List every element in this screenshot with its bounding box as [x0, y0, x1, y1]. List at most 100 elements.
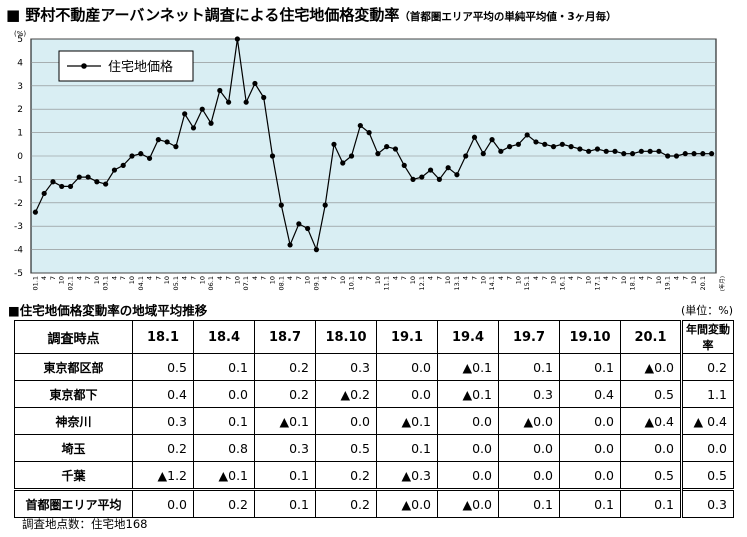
table-unit: (単位：%) [680, 304, 733, 317]
x-tick-label: 10 [233, 276, 241, 284]
x-tick-label: 10 [374, 276, 382, 284]
y-tick-label: -4 [14, 246, 23, 256]
data-point [243, 99, 249, 105]
table-cell: 0.3 [315, 353, 377, 381]
x-tick-label: 09.1 [312, 276, 320, 290]
annual-cell: 0.3 [680, 488, 734, 518]
table-header-row: 調査時点 18.1 18.4 18.7 18.10 19.1 19.4 19.7… [14, 320, 734, 354]
y-tick-label: -5 [14, 269, 23, 279]
table-row: 東京都下 0.4 0.0 0.2 ▲0.2 0.0 ▲0.1 0.3 0.4 0… [14, 380, 734, 408]
data-point [234, 36, 240, 42]
data-point [568, 144, 574, 150]
column-header: 19.7 [498, 320, 560, 354]
y-tick-label: 4 [17, 58, 23, 68]
data-point [665, 153, 671, 159]
data-point [647, 148, 653, 154]
table-cell: 0.1 [559, 353, 621, 381]
x-tick-label: 7 [435, 276, 443, 280]
table-cell: 0.0 [559, 407, 621, 435]
x-tick-label: 12.1 [418, 276, 426, 290]
x-tick-label: 10 [58, 276, 66, 284]
x-tick-label: 06.1 [207, 276, 215, 290]
table-cell: 0.2 [254, 380, 316, 408]
data-point [673, 153, 680, 159]
table-cell: 0.0 [315, 407, 377, 435]
annual-cell: 0.0 [680, 434, 734, 462]
table-cell: 0.0 [437, 407, 499, 435]
x-tick-label: 4 [637, 276, 645, 280]
data-point [507, 144, 513, 150]
data-point [594, 146, 601, 152]
data-point [559, 141, 565, 147]
x-tick-label: 7 [611, 276, 619, 280]
x-tick-label: 15.1 [523, 276, 531, 290]
data-point [313, 247, 320, 253]
table-cell: 0.2 [132, 434, 194, 462]
table-cell: 0.1 [498, 488, 560, 518]
data-point [287, 242, 293, 248]
y-tick-label: -1 [14, 175, 23, 185]
data-point [533, 139, 539, 145]
data-point [199, 106, 205, 112]
data-point [603, 148, 609, 154]
annual-cell: ▲ 0.4 [680, 407, 734, 435]
row-label: 東京都下 [14, 380, 133, 408]
y-tick-label: 0 [17, 152, 23, 162]
column-header: 18.7 [254, 320, 316, 354]
table-cell: 0.1 [193, 353, 255, 381]
table-cell: 0.3 [254, 434, 316, 462]
column-header: 20.1 [620, 320, 682, 354]
data-point [103, 181, 109, 187]
data-point [217, 87, 223, 94]
x-tick-label: 4 [251, 276, 259, 280]
data-point [155, 137, 161, 143]
x-tick-label: 4 [75, 276, 83, 280]
table-cell: 0.0 [498, 461, 560, 490]
x-tick-label: 4 [462, 276, 470, 280]
x-tick-label: 7 [189, 276, 197, 280]
data-point [67, 183, 74, 190]
x-tick-label: 10 [269, 276, 277, 284]
data-point [50, 179, 56, 185]
data-point [76, 174, 82, 180]
data-point [682, 151, 688, 157]
table-cell: 0.1 [254, 461, 316, 490]
table-cell: 0.0 [132, 488, 194, 518]
table-cell: ▲0.0 [498, 407, 560, 435]
data-point [146, 155, 153, 161]
x-tick-label: 7 [49, 276, 57, 280]
footnote: 調査地点数：住宅地168 [22, 517, 148, 531]
x-axis-note: (年月) [718, 276, 726, 291]
data-point [111, 167, 118, 173]
table-cell: 0.0 [376, 380, 438, 408]
row-label: 千葉 [14, 461, 133, 490]
data-point [261, 94, 267, 101]
x-tick-label: 05.1 [172, 276, 180, 290]
row-label: 埼玉 [14, 434, 133, 462]
data-point [577, 146, 583, 152]
data-point [419, 174, 425, 180]
column-header: 18.10 [315, 320, 377, 354]
x-tick-label: 4 [427, 276, 435, 280]
table-cell: 0.0 [498, 434, 560, 462]
y-unit-label: (%) [14, 30, 26, 38]
table-cell: 0.5 [132, 353, 194, 381]
data-point [401, 162, 407, 168]
table-cell: ▲0.1 [376, 407, 438, 435]
data-point [120, 162, 126, 168]
data-point [524, 132, 530, 138]
data-point [278, 202, 284, 208]
x-tick-label: 4 [321, 276, 329, 280]
data-point [629, 151, 636, 157]
table-corner-header: 調査時点 [14, 320, 133, 354]
table-cell: 0.8 [193, 434, 255, 462]
row-label: 首都圏エリア平均 [14, 488, 133, 518]
data-point [656, 148, 662, 154]
table-cell: 0.0 [376, 353, 438, 381]
y-tick-label: 5 [17, 35, 23, 45]
data-point [296, 221, 302, 227]
x-tick-label: 7 [541, 276, 549, 280]
x-tick-label: 7 [400, 276, 408, 280]
x-tick-label: 16.1 [558, 276, 566, 290]
x-tick-label: 7 [365, 276, 373, 280]
